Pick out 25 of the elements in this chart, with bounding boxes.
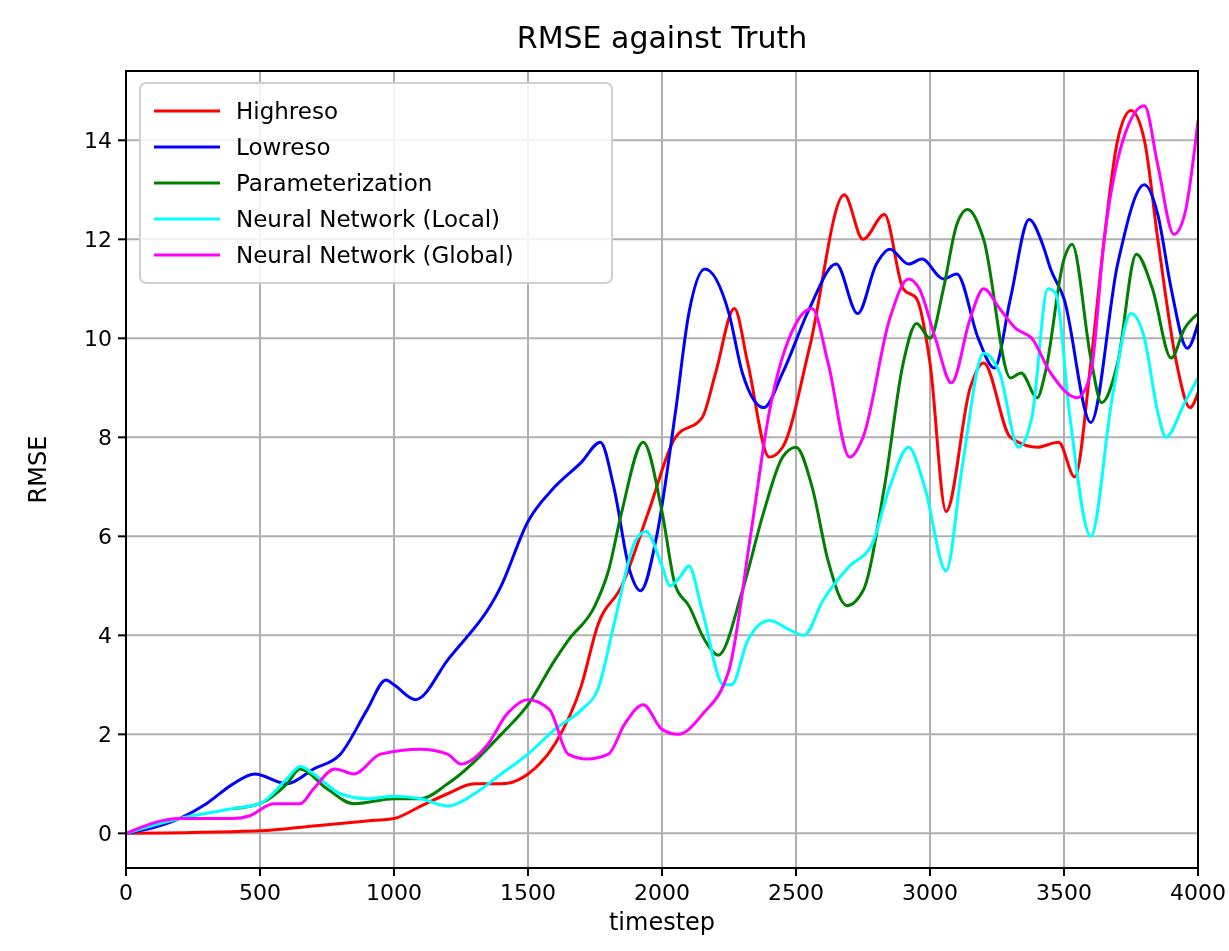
y-tick-label: 2 — [98, 722, 112, 748]
x-tick-label: 3500 — [1036, 880, 1092, 905]
x-tick-label: 0 — [119, 880, 133, 905]
x-axis-title: timestep — [608, 908, 716, 936]
y-tick-label: 0 — [98, 821, 112, 847]
x-tick-label: 500 — [239, 880, 281, 905]
legend-label: Parameterization — [236, 170, 433, 196]
legend-label: Lowreso — [236, 134, 331, 160]
y-tick-label: 6 — [98, 524, 112, 550]
x-tick-label: 2500 — [768, 880, 824, 905]
x-tick-label: 2000 — [634, 880, 690, 905]
x-tick-label: 1500 — [500, 880, 556, 905]
legend-label: Neural Network (Local) — [236, 206, 501, 232]
x-tick-label: 4000 — [1170, 880, 1226, 905]
x-tick-label: 1000 — [366, 880, 422, 905]
y-tick-label: 10 — [84, 326, 112, 352]
legend-label: Neural Network (Global) — [236, 242, 514, 268]
x-tick-label: 3000 — [902, 880, 958, 905]
y-tick-label: 4 — [98, 623, 112, 649]
y-tick-label: 14 — [84, 128, 112, 154]
y-axis-title: RMSE — [24, 435, 52, 504]
chart-title: RMSE against Truth — [516, 20, 808, 55]
y-tick-label: 8 — [98, 425, 112, 451]
y-tick-label: 12 — [84, 227, 112, 253]
legend-label: Highreso — [236, 98, 339, 124]
